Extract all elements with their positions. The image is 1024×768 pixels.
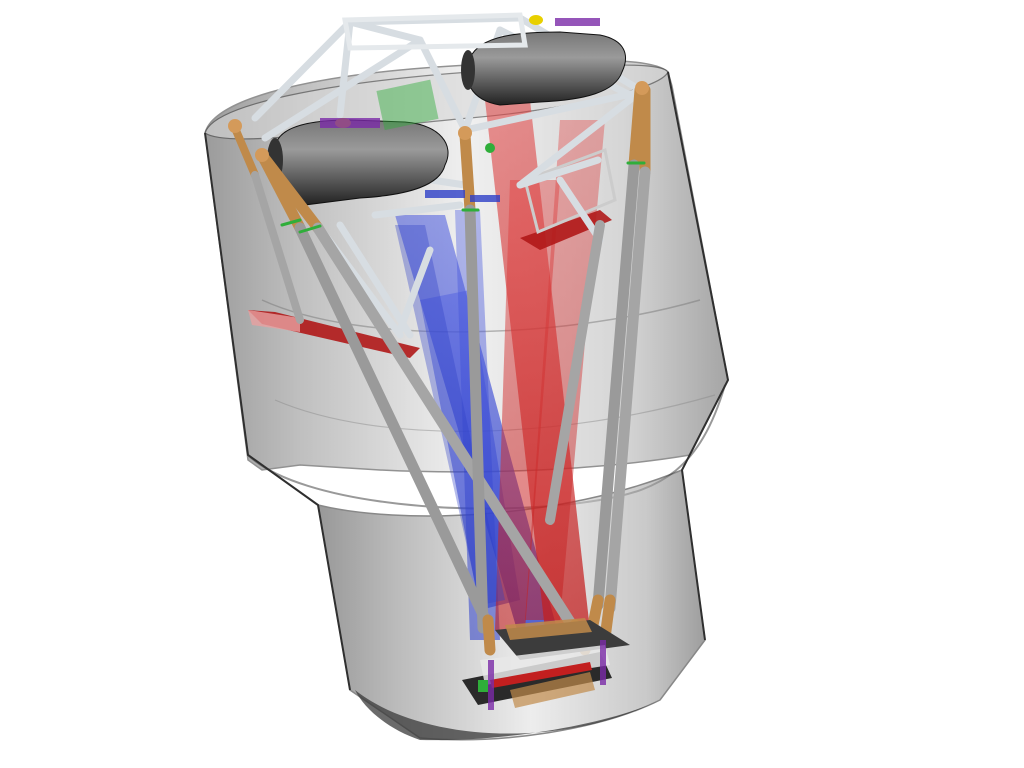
strut-joint — [635, 81, 649, 95]
strut-joint — [228, 119, 242, 133]
purple-bracket — [320, 118, 380, 128]
tan-strut — [256, 149, 324, 234]
blue-bracket — [425, 190, 465, 198]
detector-grating — [505, 618, 592, 640]
right-tank-cap — [461, 50, 475, 90]
blue-bracket — [470, 195, 500, 202]
tan-strut — [482, 614, 496, 656]
gray-strut — [592, 159, 640, 611]
truss-tube — [346, 18, 424, 44]
truss-tube — [396, 246, 434, 334]
detector-mid — [480, 645, 610, 685]
truss-tube — [516, 156, 602, 189]
truss-tube — [461, 88, 644, 134]
baffle-left-edge — [204, 132, 351, 691]
gray-strut — [294, 222, 494, 631]
top-platform — [320, 12, 600, 202]
detector-bolt — [488, 660, 494, 710]
detector-bolt — [600, 640, 606, 685]
truss-tube — [261, 36, 424, 142]
left-mirror-plate-face — [248, 310, 300, 332]
strut-band — [298, 224, 322, 234]
purple-bracket — [555, 18, 600, 26]
strut-joint — [255, 148, 269, 162]
detector-red-strip — [490, 662, 592, 688]
yellow-fitting — [529, 15, 543, 25]
gray-strut — [604, 166, 651, 614]
strut-joint — [458, 126, 472, 140]
detector-bar — [510, 672, 595, 708]
detector-assembly — [462, 618, 630, 710]
right-mirror-frame — [523, 147, 617, 235]
red-beam-3 — [525, 120, 605, 620]
gray-strut — [312, 222, 581, 636]
hexapod-struts — [228, 81, 651, 656]
top-frame — [342, 12, 528, 51]
strut-band — [280, 218, 302, 227]
green-panel — [376, 79, 439, 131]
truss-tube — [371, 201, 464, 219]
truss-tube — [251, 18, 354, 122]
tan-strut — [231, 124, 259, 179]
gray-strut — [545, 220, 605, 525]
tan-strut — [459, 129, 476, 216]
truss-tube — [556, 176, 604, 244]
baffle-right-edge — [667, 71, 730, 641]
gray-strut — [464, 204, 489, 634]
truss-tube — [416, 36, 469, 134]
detector-green-tab — [478, 680, 488, 692]
tan-strut — [628, 84, 646, 171]
green-fitting — [485, 143, 495, 153]
right-tank — [466, 31, 626, 106]
gray-strut — [251, 171, 304, 324]
baffle-bottom-cap — [355, 690, 660, 741]
truss-tube — [336, 221, 414, 339]
red-beam-2 — [495, 180, 560, 630]
tanks — [267, 31, 626, 206]
truss-tube — [516, 88, 644, 189]
